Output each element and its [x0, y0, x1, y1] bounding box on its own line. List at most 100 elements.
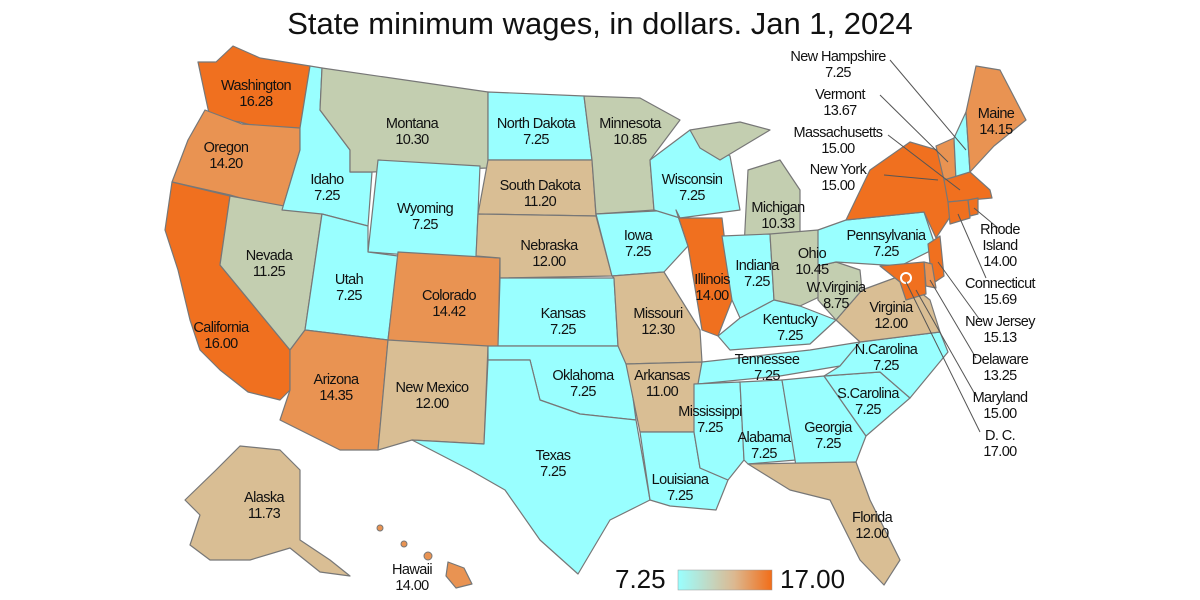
label-wi-wage: 7.25: [679, 188, 705, 204]
legend-min-label: 7.25: [615, 564, 666, 594]
label-ok-wage: 7.25: [570, 384, 596, 400]
state-massachusetts[interactable]: [943, 171, 993, 203]
label-wa-wage: 16.28: [239, 94, 273, 110]
label-sd-name: South Dakota: [500, 178, 582, 194]
dc-marker[interactable]: [900, 272, 912, 284]
legend-gradient-bar: [677, 569, 773, 591]
state-georgia[interactable]: [781, 375, 867, 467]
label-pa-name: Pennsylvania: [846, 228, 927, 244]
state-alaska[interactable]: [184, 445, 351, 577]
label-mt-wage: 10.30: [395, 132, 429, 148]
state-washington[interactable]: [197, 45, 311, 131]
state-florida[interactable]: [747, 461, 901, 586]
label-id-name: Idaho: [310, 172, 344, 188]
label-az-wage: 14.35: [319, 388, 353, 404]
state-kentucky[interactable]: [717, 299, 837, 351]
label-tn-wage: 7.25: [754, 368, 780, 384]
label-mi-name: Michigan: [751, 200, 805, 216]
label-ri-name2: Island: [982, 238, 1018, 254]
label-ar-wage: 11.00: [646, 384, 679, 400]
label-ms-wage: 7.25: [697, 420, 723, 436]
label-ia-wage: 7.25: [625, 244, 651, 260]
label-fl-name: Florida: [852, 510, 894, 526]
state-michigan-up: [689, 121, 771, 161]
label-co-wage: 14.42: [432, 304, 466, 320]
label-il-wage: 14.00: [695, 288, 729, 304]
label-sc-wage: 7.25: [855, 402, 881, 418]
label-nv-name: Nevada: [246, 248, 294, 264]
label-ga-name: Georgia: [804, 420, 853, 436]
label-md-wage: 15.00: [983, 406, 1017, 422]
label-id-wage: 7.25: [314, 188, 340, 204]
label-hi-wage: 14.00: [395, 578, 429, 594]
label-nd-name: North Dakota: [497, 116, 577, 132]
label-al-name: Alabama: [737, 430, 792, 446]
label-nj-wage: 15.13: [983, 330, 1017, 346]
label-nm-name: New Mexico: [396, 380, 470, 396]
label-ne-name: Nebraska: [520, 238, 579, 254]
label-vt-name: Vermont: [815, 87, 865, 103]
label-ne-wage: 12.00: [532, 254, 566, 270]
label-dc-name: D. C.: [985, 428, 1015, 444]
state-texas[interactable]: [411, 359, 651, 575]
label-in-wage: 7.25: [744, 274, 770, 290]
label-nh-name: New Hampshire: [790, 49, 886, 65]
state-connecticut[interactable]: [947, 199, 971, 225]
color-scale-legend: 7.25 17.00: [615, 564, 845, 594]
label-ca-name: California: [193, 320, 250, 336]
label-ri-wage: 14.00: [983, 254, 1017, 270]
label-de-name: Delaware: [972, 352, 1029, 368]
label-wv-name: W.Virginia: [806, 280, 867, 296]
label-dc-wage: 17.00: [983, 444, 1017, 460]
label-nv-wage: 11.25: [253, 264, 286, 280]
label-ak-wage: 11.73: [248, 506, 281, 522]
label-ky-wage: 7.25: [777, 328, 803, 344]
label-mi-wage: 10.33: [761, 216, 795, 232]
label-pa-wage: 7.25: [873, 244, 899, 260]
label-tx-name: Texas: [536, 448, 571, 464]
state-alabama[interactable]: [739, 379, 797, 465]
state-rhode-island[interactable]: [967, 197, 979, 217]
label-mo-name: Missouri: [633, 306, 683, 322]
label-ga-wage: 7.25: [815, 436, 841, 452]
legend-max-label: 17.00: [780, 564, 845, 594]
state-labels: Washington 16.28 Oregon 14.20 California…: [193, 49, 1036, 594]
label-nh-wage: 7.25: [825, 65, 851, 81]
label-de-wage: 13.25: [983, 368, 1017, 384]
label-ia-name: Iowa: [624, 228, 654, 244]
label-hi-name: Hawaii: [392, 562, 432, 578]
hawaii-island-maui: [423, 551, 433, 561]
label-mn-wage: 10.85: [613, 132, 647, 148]
label-sd-wage: 11.20: [524, 194, 557, 210]
label-ok-name: Oklahoma: [552, 368, 615, 384]
label-wy-name: Wyoming: [397, 201, 454, 217]
label-oh-name: Ohio: [798, 246, 827, 262]
label-ak-name: Alaska: [244, 490, 285, 506]
label-mo-wage: 12.30: [641, 322, 675, 338]
label-ut-wage: 7.25: [336, 288, 362, 304]
state-hawaii[interactable]: [445, 561, 473, 589]
label-ks-wage: 7.25: [550, 322, 576, 338]
label-co-name: Colorado: [422, 288, 477, 304]
leader-lines: [879, 59, 999, 433]
label-wy-wage: 7.25: [412, 217, 438, 233]
label-nc-name: N.Carolina: [855, 342, 919, 358]
label-me-name: Maine: [978, 106, 1015, 122]
map-title: State minimum wages, in dollars. Jan 1, …: [287, 6, 912, 41]
label-sc-name: S.Carolina: [837, 386, 900, 402]
label-ky-name: Kentucky: [763, 312, 819, 328]
label-ct-name: Connecticut: [965, 276, 1036, 292]
label-or-wage: 14.20: [209, 156, 243, 172]
label-ri-name: Rhode: [980, 222, 1020, 238]
state-illinois[interactable]: [675, 209, 733, 337]
label-tn-name: Tennessee: [735, 352, 800, 368]
label-ny-name: New York: [810, 162, 868, 178]
label-ma-name: Massachusetts: [794, 125, 883, 141]
label-nm-wage: 12.00: [415, 396, 449, 412]
label-nc-wage: 7.25: [873, 358, 899, 374]
state-shapes: [164, 45, 1027, 589]
label-mn-name: Minnesota: [599, 116, 662, 132]
label-ma-wage: 15.00: [821, 141, 855, 157]
